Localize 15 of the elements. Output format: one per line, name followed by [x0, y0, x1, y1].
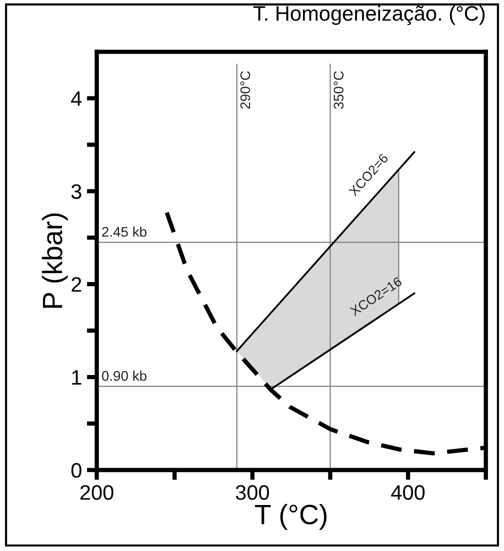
ref-line-label: 0.90 kb: [102, 370, 146, 381]
y-tick-label: 2: [72, 277, 82, 292]
ref-line-label: 2.45 kb: [102, 226, 146, 237]
x-tick-label: 300: [236, 485, 269, 500]
y-tick-label: 3: [71, 184, 82, 199]
y-tick-label: 1: [72, 370, 82, 385]
ref-line-label: 290°C: [240, 71, 250, 109]
chart-title: T. Homogeneização. (°C): [253, 6, 485, 26]
y-tick-label: 4: [71, 91, 82, 106]
x-axis-title: T (°C): [255, 504, 327, 530]
y-tick-label: 0: [71, 463, 82, 478]
y-axis-title: P (kbar): [42, 213, 68, 308]
x-tick-label: 400: [391, 485, 425, 500]
ref-line-label: 350°C: [334, 71, 344, 109]
x-tick-label: 200: [80, 485, 114, 500]
